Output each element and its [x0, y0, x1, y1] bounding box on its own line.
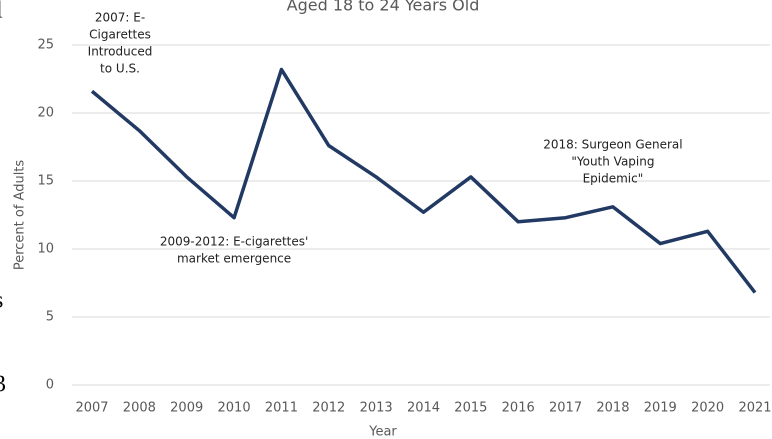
x-tick-label: 2009	[170, 401, 203, 416]
x-tick-label: 2014	[407, 401, 440, 416]
annotation: Introduced	[88, 45, 153, 59]
x-axis-label: Year	[368, 425, 397, 439]
annotation: 2009-2012: E-cigarettes'	[160, 235, 308, 249]
data-line	[90, 67, 757, 294]
x-tick-label: 2018	[596, 401, 629, 416]
annotation: Epidemic"	[583, 172, 644, 186]
margin-fragment: l	[0, 0, 3, 24]
x-tick-label: 2008	[123, 401, 156, 416]
y-tick-label: 0	[46, 378, 54, 393]
x-tick-label: 2007	[75, 401, 108, 416]
y-tick-label: 25	[37, 38, 54, 53]
x-tick-label: 2013	[360, 401, 393, 416]
margin-fragment: s	[0, 288, 3, 314]
x-tick-label: 2016	[502, 401, 535, 416]
x-tick-label: 2020	[691, 401, 724, 416]
x-tick-label: 2015	[454, 401, 487, 416]
annotation: 2018: Surgeon General	[543, 138, 682, 152]
x-tick-label: 2012	[312, 401, 345, 416]
y-tick-label: 10	[37, 242, 54, 257]
x-tick-label: 2011	[265, 401, 298, 416]
margin-fragment: 3	[0, 372, 6, 398]
annotation: 2007: E-	[95, 11, 145, 25]
x-tick-label: 2010	[218, 401, 251, 416]
annotation: to U.S.	[100, 62, 140, 76]
x-tick-label: 2019	[644, 401, 677, 416]
y-tick-label: 15	[37, 174, 54, 189]
chart-title: Aged 18 to 24 Years Old	[287, 0, 480, 15]
annotation: market emergence	[177, 252, 291, 266]
y-tick-label: 20	[37, 106, 54, 121]
annotation: Cigarettes	[89, 28, 151, 42]
annotation: "Youth Vaping	[571, 155, 654, 169]
x-tick-label: 2021	[738, 401, 771, 416]
y-axis-label: Percent of Adults	[13, 160, 28, 271]
y-tick-label: 5	[46, 310, 54, 325]
x-tick-label: 2017	[549, 401, 582, 416]
